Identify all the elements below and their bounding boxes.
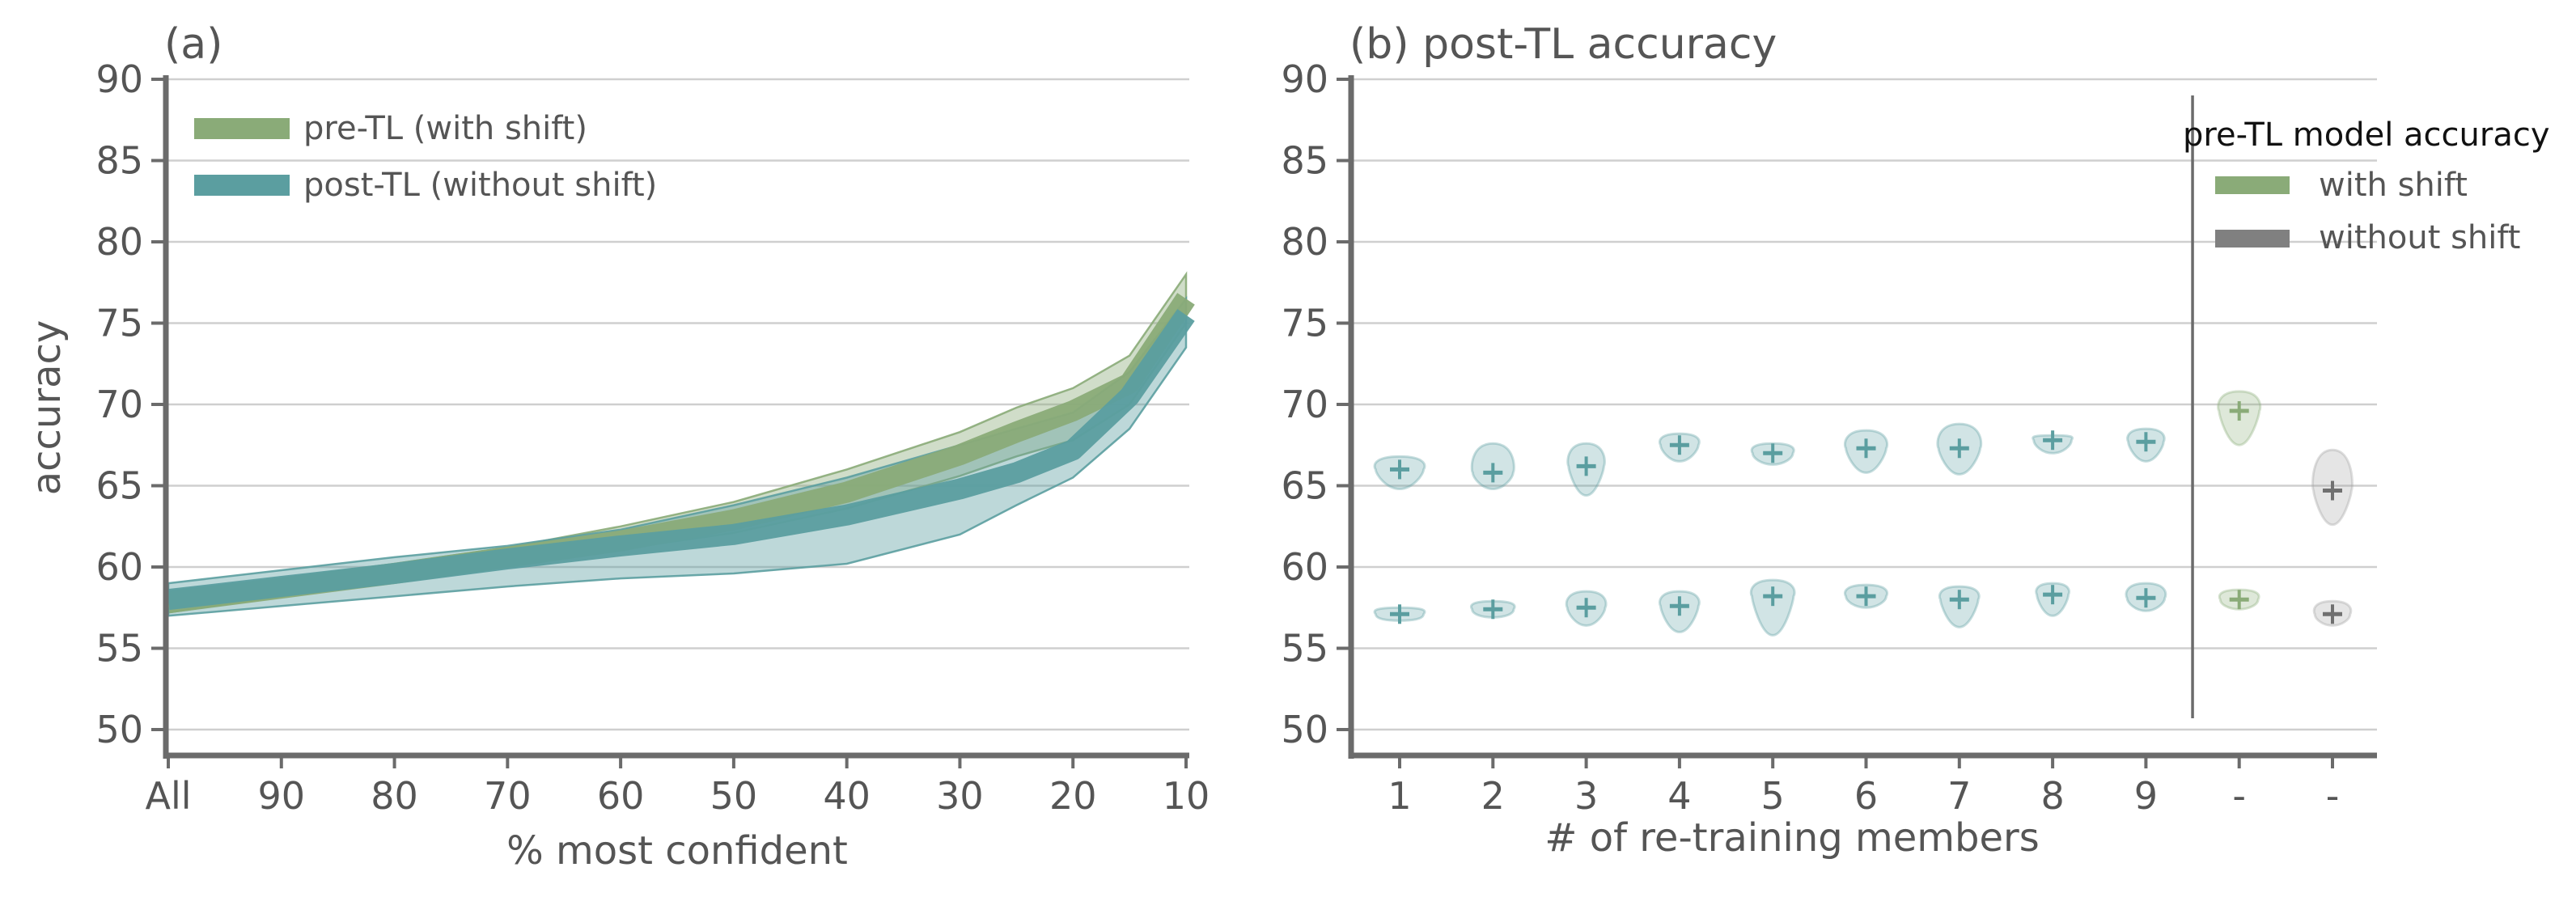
- panel-b-y-tick-label: 55: [1281, 627, 1328, 671]
- panel-b-x-tick-label: -: [2326, 774, 2340, 818]
- band-post-tl: [167, 295, 1188, 617]
- panel-b-x-tick-label: -: [2232, 774, 2246, 818]
- violin-9-upper: [2126, 427, 2166, 463]
- panel-b-x-tick-label: 1: [1388, 774, 1411, 818]
- violin-8-lower: [2035, 582, 2070, 617]
- panel-b-x-tick-label: 2: [1481, 774, 1505, 818]
- legend-label-post-tl: post-TL (without shift): [303, 167, 657, 204]
- panel-a-y-label: accuracy: [24, 320, 70, 496]
- panel-a-grid: [166, 78, 1189, 731]
- panel-a-y-tick-label: 80: [95, 220, 143, 264]
- panel-b-y-tick-label: 50: [1281, 708, 1328, 751]
- legend-label-with-shift: with shift: [2319, 167, 2468, 204]
- violin-4-upper: [1658, 432, 1701, 463]
- panel-b-title: (b) post-TL accuracy: [1349, 20, 1777, 69]
- panel-a-y-tick-label: 90: [95, 57, 143, 101]
- panel-a-y-tick-label: 65: [95, 464, 143, 508]
- panel-a: 50 55 60 65 70 75 80 85 90 All 90 80 70 60 50 40 30 20 10…: [24, 20, 1210, 874]
- panel-a-y-ticks: 50 55 60 65 70 75 80 85 90: [95, 57, 166, 751]
- panel-a-y-tick-label: 60: [95, 545, 143, 589]
- panel-a-lines: [167, 293, 1195, 614]
- panel-b-y-ticks: 50 55 60 65 70 75 80 85 90: [1281, 57, 1351, 751]
- panel-b-y-tick-label: 60: [1281, 545, 1328, 589]
- violin-5-lower: [1749, 578, 1796, 637]
- panel-a-x-tick-label: 60: [597, 774, 645, 818]
- panel-a-legend: pre-TL (with shift) post-TL (without shi…: [194, 110, 657, 204]
- panel-a-x-tick-label: All: [145, 774, 191, 818]
- panel-b-violins: [1373, 390, 2354, 637]
- panel-a-x-label: % most confident: [506, 828, 848, 874]
- violin-4-lower: [1658, 590, 1701, 633]
- legend-title: pre-TL model accuracy: [2183, 116, 2550, 154]
- panel-b-x-ticks: 1 2 3 4 5 6 7 8 9 - -: [1388, 755, 2339, 818]
- panel-a-y-tick-label: 85: [95, 139, 143, 183]
- panel-a-x-tick-label: 50: [710, 774, 758, 818]
- panel-b-y-tick-label: 85: [1281, 139, 1328, 183]
- legend-swatch-post-tl: [194, 175, 290, 196]
- panel-a-x-tick-label: 10: [1163, 774, 1210, 818]
- legend-label-without-shift: without shift: [2319, 219, 2520, 256]
- panel-a-y-tick-label: 55: [95, 627, 143, 671]
- violin-3-upper: [1566, 442, 1606, 497]
- panel-b-x-tick-label: 4: [1667, 774, 1691, 818]
- legend-swatch-pre-tl: [194, 118, 290, 139]
- violin-8-upper: [2032, 430, 2074, 455]
- panel-b-x-tick-label: 9: [2134, 774, 2158, 818]
- violin-slot11-lower: [2312, 599, 2353, 627]
- violin-slot11-upper: [2311, 448, 2354, 527]
- violin-3-lower: [1565, 590, 1608, 627]
- panel-a-y-tick-label: 70: [95, 383, 143, 426]
- panel-b-y-tick-label: 80: [1281, 220, 1328, 264]
- violin-slot10-upper: [2217, 390, 2262, 446]
- panel-b-y-tick-label: 70: [1281, 383, 1328, 426]
- panel-b-x-tick-label: 5: [1761, 774, 1785, 818]
- panel-b-x-tick-label: 7: [1947, 774, 1971, 818]
- panel-a-x-tick-label: 80: [371, 774, 418, 818]
- violin-5-upper: [1750, 442, 1795, 466]
- violin-7-lower: [1938, 585, 1981, 628]
- panel-a-title: (a): [164, 20, 222, 69]
- panel-a-y-tick-label: 75: [95, 302, 143, 345]
- violin-2-lower: [1469, 599, 1516, 620]
- legend-swatch-with-shift: [2215, 176, 2290, 194]
- panel-b-y-tick-label: 90: [1281, 57, 1328, 101]
- panel-b-legend: pre-TL model accuracy with shift without…: [2183, 116, 2550, 256]
- panel-a-x-tick-label: 20: [1049, 774, 1097, 818]
- panel-a-x-tick-label: 30: [936, 774, 984, 818]
- panel-b: 50 55 60 65 70 75 80 85 90 1 2 3 4 5 6 7 8 9 - - (b) post-…: [1281, 20, 2549, 861]
- violin-6-upper: [1843, 429, 1889, 474]
- panel-b-x-tick-label: 3: [1574, 774, 1598, 818]
- violin-body: [1749, 578, 1796, 637]
- panel-b-x-label: # of re-training members: [1544, 815, 2040, 861]
- panel-b-x-tick-label: 8: [2040, 774, 2064, 818]
- violin-slot10-lower: [2218, 588, 2260, 611]
- violin-7-upper: [1936, 422, 1983, 476]
- legend-swatch-without-shift: [2215, 230, 2290, 248]
- violin-1-upper: [1373, 455, 1426, 491]
- violin-1-lower: [1373, 604, 1426, 624]
- violin-6-lower: [1843, 583, 1889, 609]
- panel-b-y-tick-label: 75: [1281, 302, 1328, 345]
- legend-label-pre-tl: pre-TL (with shift): [303, 110, 587, 147]
- panel-b-y-tick-label: 65: [1281, 464, 1328, 508]
- panel-a-x-tick-label: 90: [258, 774, 306, 818]
- panel-a-x-tick-label: 70: [484, 774, 532, 818]
- panel-a-y-tick-label: 50: [95, 708, 143, 751]
- line-post-tl: [167, 309, 1195, 611]
- violin-9-lower: [2125, 582, 2167, 612]
- panel-b-grid: [1351, 78, 2377, 731]
- panel-a-x-ticks: All 90 80 70 60 50 40 30 20 10: [145, 755, 1210, 818]
- panel-b-x-tick-label: 6: [1854, 774, 1878, 818]
- violin-2-upper: [1470, 442, 1515, 491]
- panel-a-bands: [167, 271, 1188, 617]
- panel-a-x-tick-label: 40: [823, 774, 871, 818]
